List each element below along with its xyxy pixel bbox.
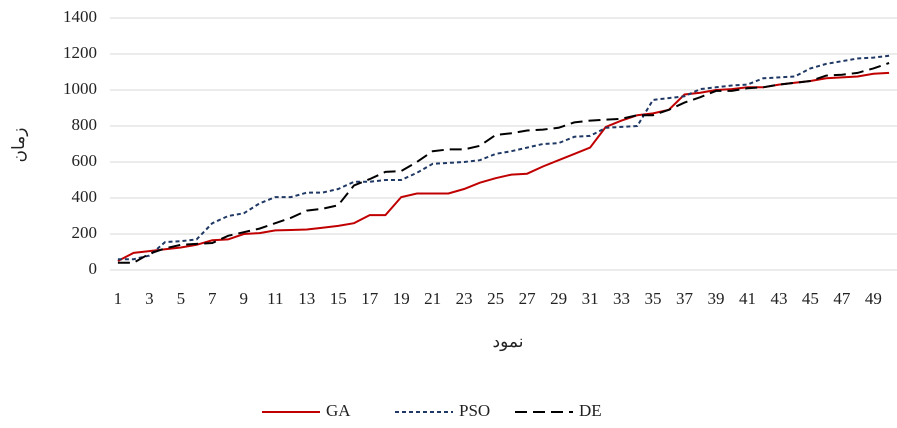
x-tick-label: 27 [519,289,537,308]
y-tick-label: 200 [72,223,98,242]
x-tick-label: 33 [613,289,630,308]
x-tick-label: 39 [707,289,724,308]
x-tick-label: 11 [267,289,283,308]
line-series [117,62,890,264]
x-axis-title: نمود [493,332,524,352]
legend-label: GA [326,401,351,420]
x-tick-label: 3 [145,289,154,308]
x-tick-label: 35 [645,289,662,308]
x-tick-label: 41 [739,289,756,308]
y-tick-label: 1400 [63,7,97,26]
line-series [117,54,890,261]
x-tick-label: 15 [330,289,347,308]
x-tick-label: 17 [361,289,379,308]
x-tick-label: 29 [550,289,567,308]
x-tick-label: 23 [456,289,473,308]
x-tick-label: 7 [208,289,217,308]
y-tick-label: 0 [89,259,98,278]
x-tick-label: 45 [802,289,819,308]
y-tick-label: 1000 [63,79,97,98]
x-tick-label: 37 [676,289,694,308]
line-series [117,71,890,262]
y-tick-label: 600 [72,151,98,170]
x-tick-label: 21 [424,289,441,308]
x-tick-label: 1 [114,289,123,308]
x-tick-label: 49 [865,289,882,308]
legend-label: DE [579,401,602,420]
x-tick-label: 31 [582,289,599,308]
x-tick-label: 43 [770,289,787,308]
x-tick-label: 9 [240,289,249,308]
y-tick-label: 800 [72,115,98,134]
x-tick-label: 19 [393,289,410,308]
x-tick-label: 13 [298,289,315,308]
x-tick-label: 5 [177,289,186,308]
x-tick-label: 47 [833,289,851,308]
x-tick-label: 25 [487,289,504,308]
y-axis-title: زمان [9,128,29,163]
y-tick-label: 1200 [63,43,97,62]
legend-label: PSO [459,401,490,420]
y-tick-label: 400 [72,187,98,206]
